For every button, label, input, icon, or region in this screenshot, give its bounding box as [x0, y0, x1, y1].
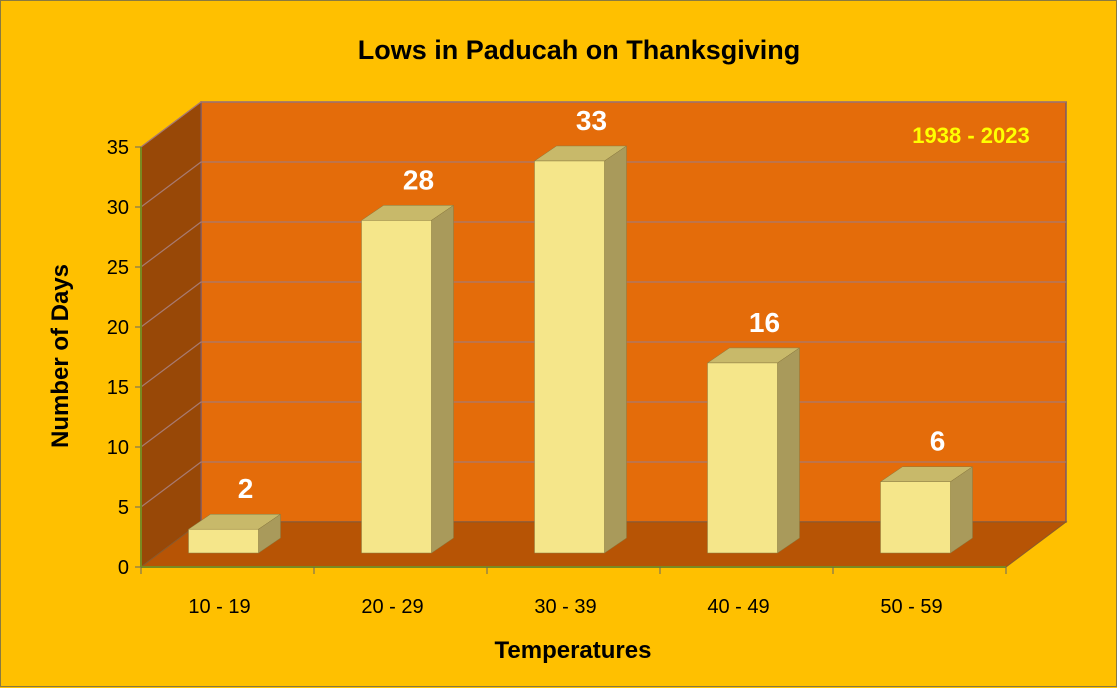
y-tick-label: 35: [107, 137, 129, 159]
bar: [360, 204, 455, 554]
data-label: 33: [576, 105, 607, 136]
y-tick-label: 10: [107, 437, 129, 459]
gridline: [140, 341, 1066, 388]
bar-side: [777, 347, 800, 554]
y-tick-label: 25: [107, 257, 129, 279]
x-tick-label: 10 - 19: [188, 596, 250, 618]
bar-front: [361, 220, 432, 554]
back-wall: [200, 101, 1067, 523]
data-label: 28: [403, 164, 434, 195]
labels: 2 10 - 19 28 20 - 29 33 30 - 39 16 40 - 49 6 50 -…: [188, 105, 945, 618]
gridline: [140, 221, 1066, 268]
x-tick-label: 40 - 49: [707, 596, 769, 618]
side-wall: [140, 101, 202, 568]
y-tick-label: 20: [107, 317, 129, 339]
bar-side: [604, 145, 627, 554]
bar-front: [534, 160, 605, 554]
bar-front: [880, 481, 951, 554]
x-tick-label: 30 - 39: [534, 596, 596, 618]
bar: [533, 145, 628, 554]
y-tick-label: 0: [118, 557, 129, 579]
y-tick-label: 30: [107, 197, 129, 219]
chart-title: Lows in Paducah on Thanksgiving: [358, 35, 801, 65]
y-axis-title: Number of Days: [47, 264, 74, 448]
y-tick-label: 15: [107, 377, 129, 399]
gridline: [140, 101, 1066, 148]
bar-side: [950, 466, 973, 554]
x-tick-label: 50 - 59: [880, 596, 942, 618]
gridline: [140, 281, 1066, 328]
data-label: 2: [238, 473, 254, 504]
axes: 0 5 10 15 20 25 30 35: [107, 137, 1007, 579]
bar-front: [707, 362, 778, 554]
bar: [187, 513, 282, 554]
bar: [706, 347, 801, 554]
data-label: 16: [749, 307, 780, 338]
bar: [879, 466, 974, 554]
bar-side: [431, 204, 454, 554]
x-tick-label: 20 - 29: [361, 596, 423, 618]
year-range-annotation: 1938 - 2023: [912, 123, 1029, 148]
x-axis-title: Temperatures: [495, 637, 652, 664]
y-tick-label: 5: [118, 497, 129, 519]
data-label: 6: [930, 426, 946, 457]
gridline: [140, 161, 1066, 208]
bars: [187, 145, 974, 554]
bar-front: [188, 528, 259, 554]
